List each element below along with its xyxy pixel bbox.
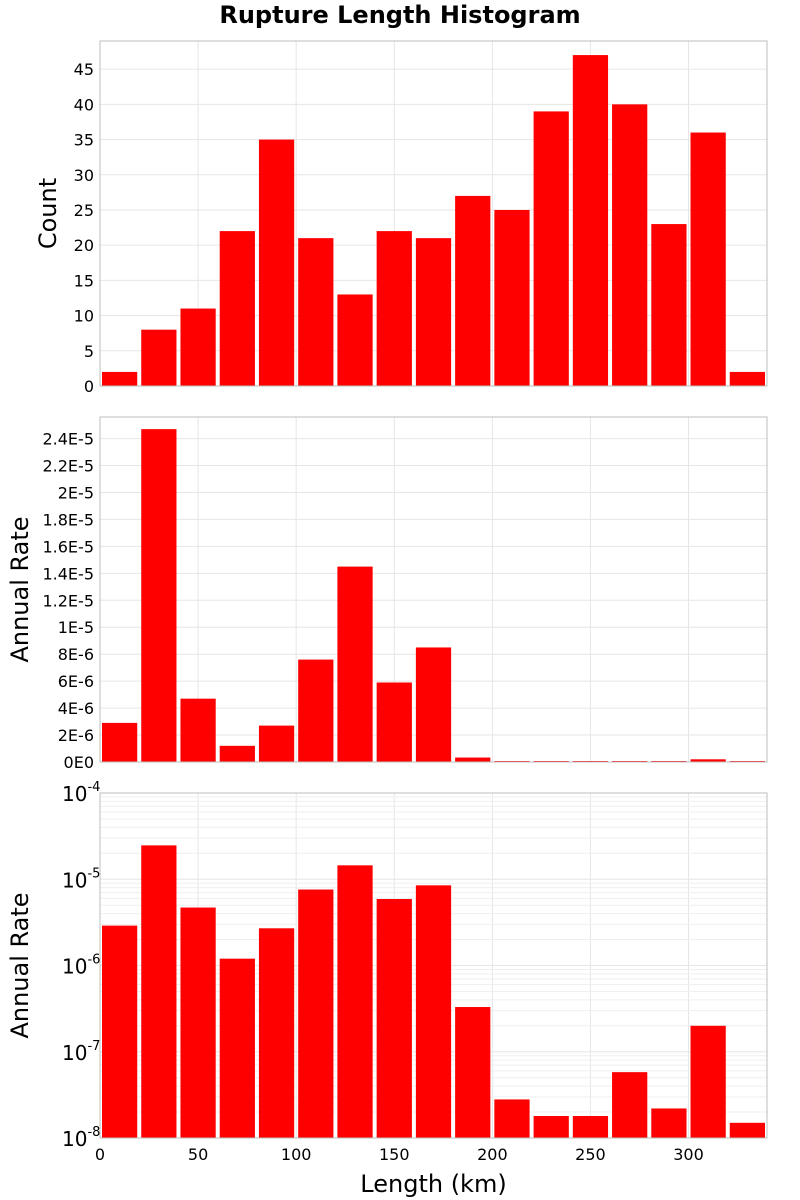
histogram-bar [258,725,295,762]
x-tick-label: 300 [673,1145,704,1164]
histogram-bar [180,308,216,386]
y-tick-label: 2.4E-5 [42,430,94,449]
y-tick-label: 30 [74,166,94,185]
y-tick-label: 10-5 [62,866,100,892]
histogram-bar [102,722,138,762]
y-tick-label: 45 [74,60,94,79]
rate-log-histogram-panel: 10-8 10-7 10-6 10-5 10-4 Annual Rate 0 50 100 150… [6,780,768,1198]
histogram-bar [455,757,491,762]
y-tick-label: 5 [84,342,94,361]
y-tick-label: 25 [74,201,94,220]
histogram-bar [651,1108,687,1138]
x-tick-label: 200 [477,1145,508,1164]
histogram-bar [455,195,491,386]
histogram-bar [612,1072,648,1138]
y-tick-label: 10-6 [62,953,100,979]
histogram-bar [690,1025,726,1138]
histogram-bar [180,907,216,1138]
y-tick-label: 40 [74,95,94,114]
rate-linear-histogram-panel: 0E0 2E-6 4E-6 6E-6 8E-6 1E-5 1.2E-5 1.4E-5 1.6E-… [6,416,768,772]
histogram-bar [141,329,177,386]
y-tick-label: 10 [74,307,94,326]
histogram-bar [729,371,765,386]
y-tick-label: 2E-5 [58,483,94,502]
histogram-bar [415,647,452,762]
plot-frame [99,416,768,763]
count-histogram-panel: 0 5 10 15 20 25 30 35 40 45 Count [34,40,768,396]
histogram-bar [415,885,452,1138]
y-axis-label: Annual Rate [6,516,34,662]
histogram-bar [141,429,177,762]
plot-frame [99,792,768,1139]
histogram-bar [376,682,412,762]
histogram-bar [494,1099,530,1138]
histogram-bar [258,139,295,386]
x-tick-label: 150 [379,1145,410,1164]
histogram-bar [219,231,255,386]
histogram-bar [219,745,255,762]
histogram-bar [612,104,648,387]
y-tick-label: 8E-6 [58,645,94,664]
histogram-bar [180,698,216,762]
y-tick-label: 4E-6 [58,699,94,718]
histogram-bar [337,294,373,386]
y-tick-label: 0 [84,377,94,396]
y-tick-label: 1E-5 [58,618,94,637]
chart-title: Rupture Length Histogram [219,1,580,29]
histogram-bar [298,238,334,386]
x-tick-label: 250 [575,1145,606,1164]
histogram-bar [337,566,373,762]
histogram-bar [258,928,295,1138]
y-tick-label: 10-7 [62,1039,100,1065]
y-tick-label: 2E-6 [58,726,94,745]
histogram-bar [141,845,177,1138]
y-tick-label: 1.4E-5 [42,564,94,583]
histogram-bar [494,209,530,386]
histogram-bar [533,111,569,386]
histogram-bar [690,759,726,762]
y-tick-label: 15 [74,271,94,290]
histogram-bar [337,865,373,1138]
x-tick-label: 100 [281,1145,312,1164]
histogram-bar [376,231,412,386]
histogram-bar [690,132,726,386]
histogram-bar [298,889,334,1138]
x-tick-label: 0 [95,1145,105,1164]
histogram-bar [219,958,255,1138]
x-axis-label: Length (km) [360,1170,506,1198]
histogram-bar [102,371,138,386]
histogram-bar [455,1007,491,1138]
y-tick-label: 6E-6 [58,672,94,691]
y-tick-label: 0E0 [64,753,94,772]
y-tick-label: 1.2E-5 [42,591,94,610]
y-tick-label: 20 [74,236,94,255]
plot-frame [99,40,768,387]
histogram-bar [415,238,452,386]
histogram-bar [729,1122,765,1138]
y-tick-label: 35 [74,131,94,150]
y-axis-label: Annual Rate [6,892,34,1038]
y-tick-label: 1.6E-5 [42,537,94,556]
histogram-bar [572,55,609,386]
histogram-bar [533,1115,569,1138]
x-tick-label: 50 [188,1145,208,1164]
y-tick-label: 10-4 [62,780,100,806]
histogram-bar [102,925,138,1138]
histogram-bar [376,899,412,1138]
y-tick-label: 1.8E-5 [42,510,94,529]
y-axis-label: Count [34,178,62,249]
histogram-bar [651,224,687,386]
y-tick-label: 10-8 [62,1125,100,1151]
histogram-bar [572,1115,609,1138]
histogram-bar [298,659,334,762]
y-tick-label: 2.2E-5 [42,457,94,476]
